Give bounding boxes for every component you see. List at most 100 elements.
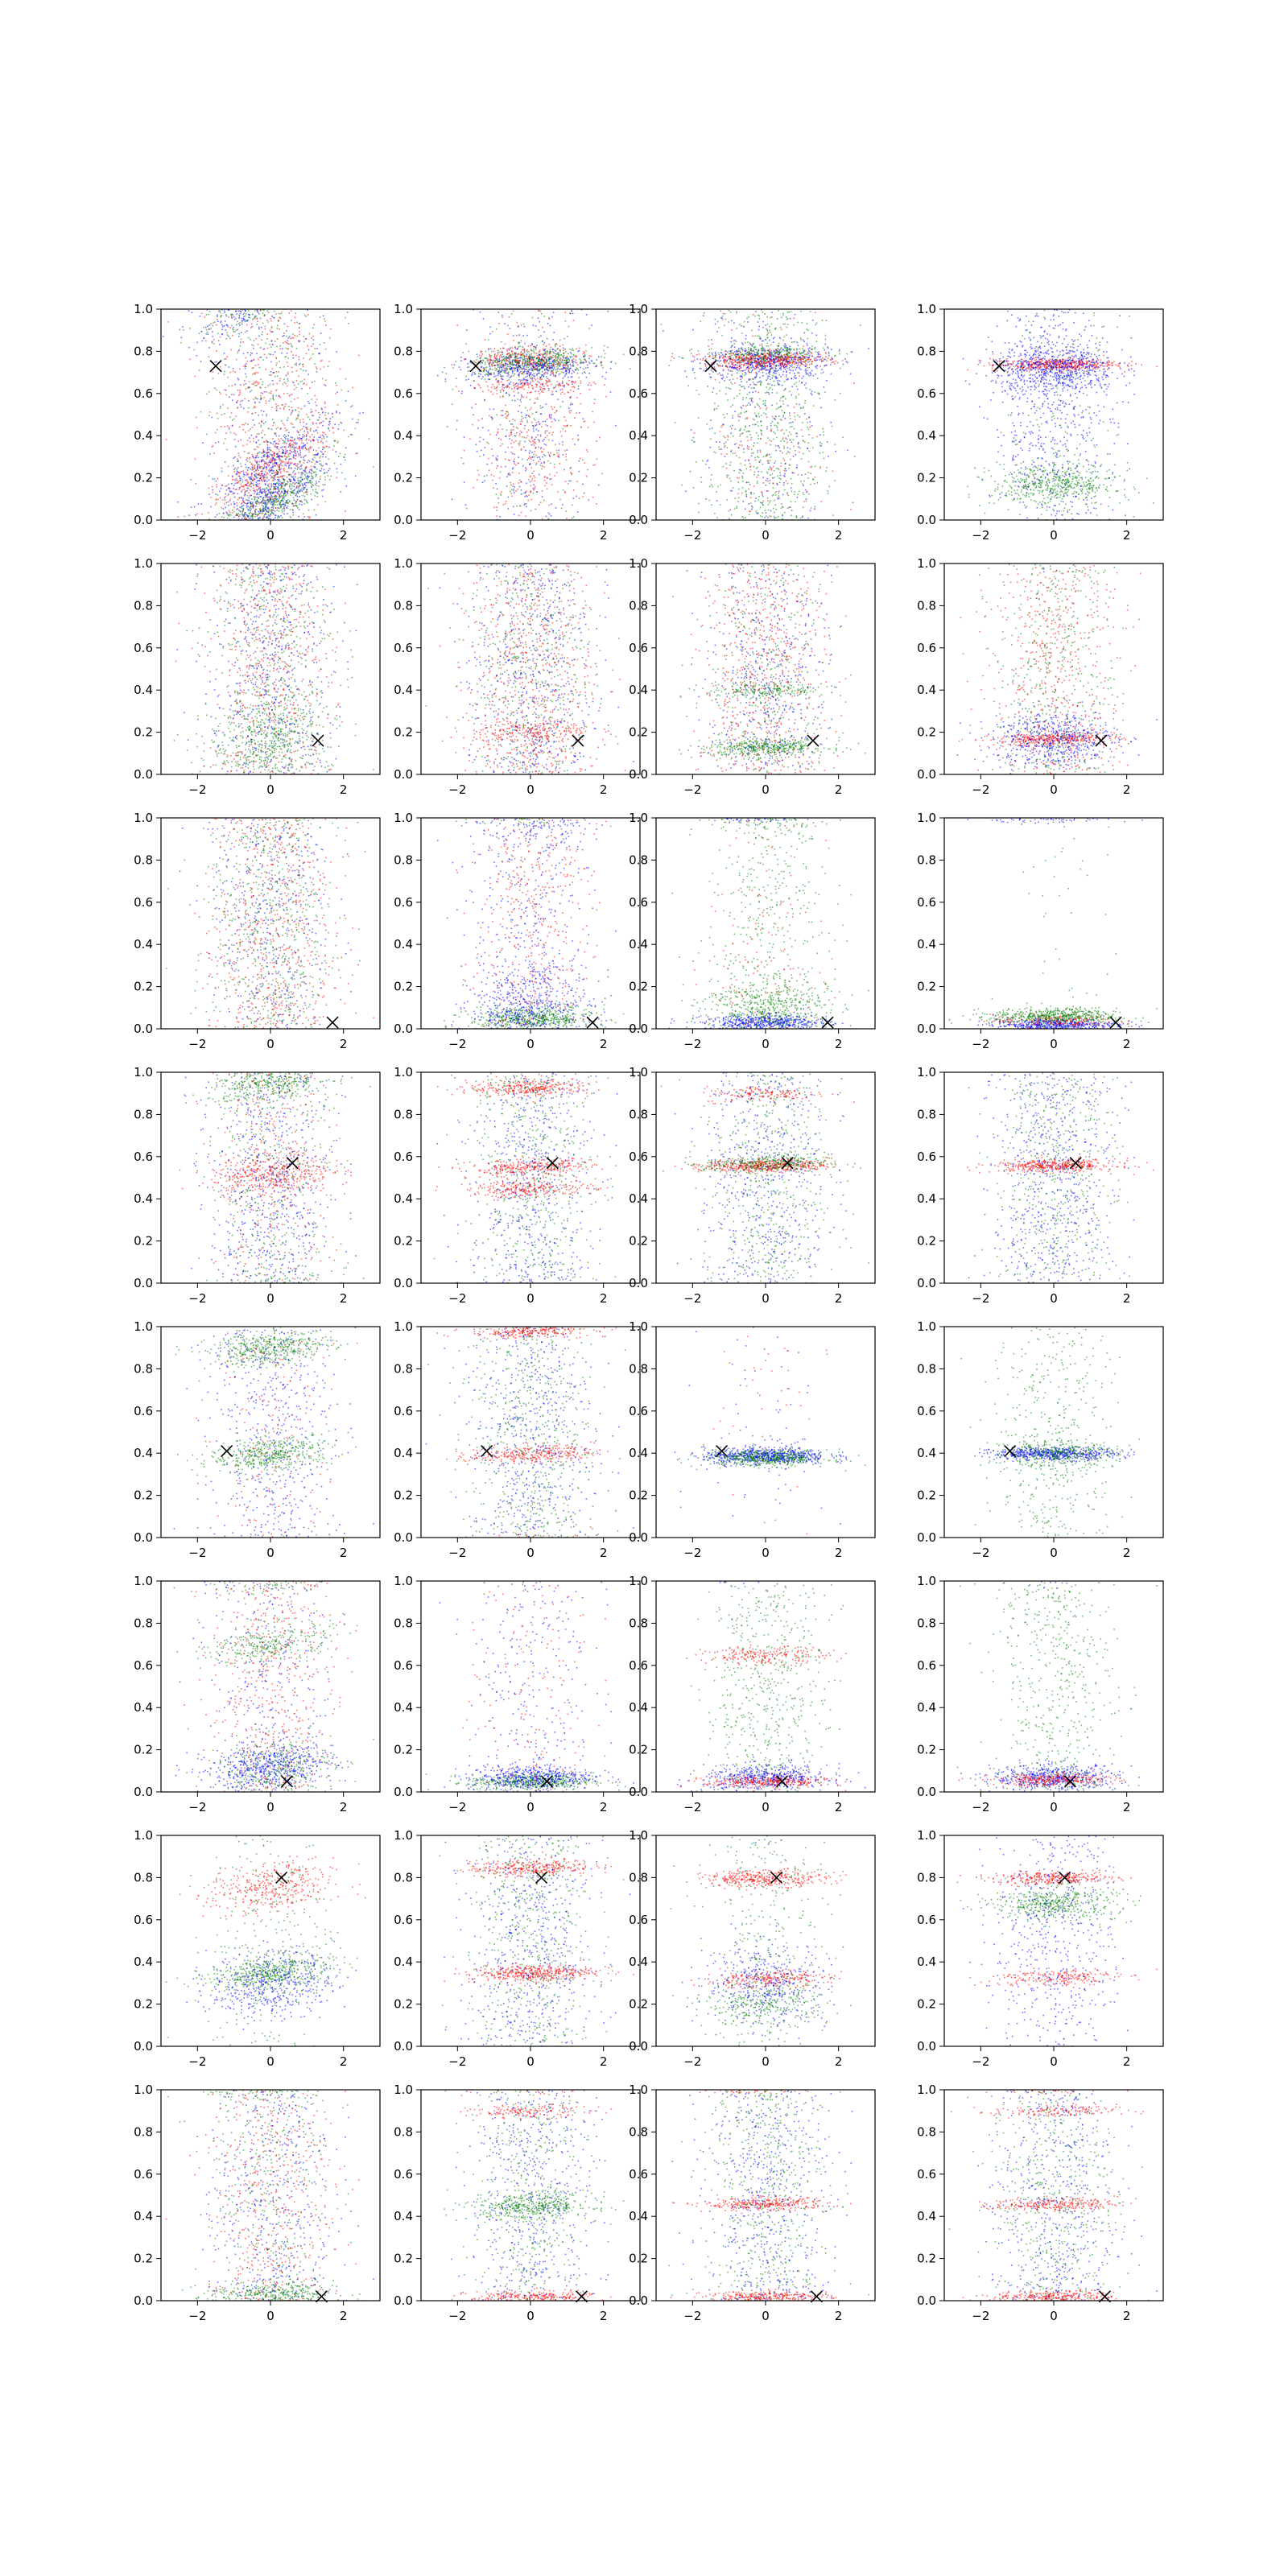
point-green <box>263 507 266 510</box>
point-red <box>213 339 215 341</box>
point-red <box>551 434 553 436</box>
point-blue <box>270 428 273 431</box>
point-red <box>269 383 271 386</box>
point-blue <box>297 437 299 439</box>
point-red <box>225 496 227 497</box>
point-red <box>309 516 311 518</box>
point-green <box>293 505 295 507</box>
point-red <box>489 433 491 436</box>
point-blue <box>497 380 499 382</box>
point-green <box>275 427 277 430</box>
point-green <box>568 359 570 361</box>
point-red <box>270 514 271 516</box>
point-green <box>547 360 550 362</box>
point-blue <box>487 371 489 373</box>
point-blue <box>242 507 245 510</box>
point-green <box>502 428 503 430</box>
point-green <box>373 466 374 468</box>
point-green <box>339 452 341 454</box>
point-blue <box>306 501 308 502</box>
point-blue <box>287 438 289 440</box>
point-blue <box>485 369 488 372</box>
point-green <box>279 501 281 503</box>
point-blue <box>568 371 571 373</box>
point-red <box>198 369 200 371</box>
point-red <box>494 353 496 355</box>
point-red <box>507 353 509 355</box>
point-red <box>278 438 279 440</box>
point-red <box>577 438 580 440</box>
point-blue <box>291 412 293 414</box>
point-blue <box>270 506 273 509</box>
point-blue <box>497 370 498 373</box>
point-red <box>271 461 273 463</box>
point-red <box>277 455 279 457</box>
point-red <box>528 494 530 496</box>
point-blue <box>520 411 522 414</box>
point-green <box>521 357 522 359</box>
point-green <box>508 352 510 354</box>
point-red <box>324 433 327 436</box>
point-green <box>320 455 322 457</box>
point-blue <box>553 418 555 420</box>
point-red <box>455 386 457 387</box>
point-blue <box>248 500 250 502</box>
point-red <box>270 497 272 499</box>
point-blue <box>549 362 551 365</box>
point-blue <box>451 498 453 501</box>
point-green <box>507 473 509 475</box>
point-green <box>309 481 311 482</box>
point-blue <box>284 464 287 466</box>
point-blue <box>252 419 254 421</box>
point-blue <box>264 479 266 481</box>
point-blue <box>280 464 282 466</box>
point-red <box>306 448 308 451</box>
point-blue <box>272 344 274 346</box>
point-red <box>534 361 535 364</box>
point-blue <box>503 369 505 372</box>
point-green <box>539 358 540 361</box>
point-blue <box>352 418 353 420</box>
point-red <box>596 440 598 442</box>
point-red <box>525 379 526 382</box>
point-red <box>564 430 567 432</box>
point-red <box>278 448 280 451</box>
point-red <box>539 362 541 365</box>
point-green <box>256 433 258 435</box>
point-red <box>291 440 293 441</box>
point-green <box>303 341 305 343</box>
point-red <box>534 368 536 370</box>
point-red <box>521 349 523 351</box>
point-red <box>560 435 563 437</box>
point-blue <box>304 482 306 484</box>
point-red <box>299 439 301 441</box>
point-green <box>289 509 291 510</box>
point-green <box>285 458 287 460</box>
point-blue <box>265 508 266 510</box>
point-green <box>295 502 297 504</box>
point-green <box>264 434 266 436</box>
point-green <box>566 424 568 427</box>
point-green <box>523 504 526 506</box>
point-red <box>212 491 214 493</box>
point-green <box>559 362 562 365</box>
point-green <box>289 486 291 488</box>
point-red <box>313 324 315 326</box>
point-blue <box>228 483 229 485</box>
point-green <box>276 510 278 511</box>
point-red <box>478 473 480 476</box>
point-red <box>244 502 246 505</box>
point-red <box>556 359 558 361</box>
point-green <box>296 469 299 470</box>
point-blue <box>539 364 541 365</box>
point-red <box>275 371 278 373</box>
point-blue <box>254 478 256 480</box>
point-red <box>270 469 273 471</box>
point-blue <box>270 483 272 485</box>
point-blue <box>268 489 270 491</box>
point-red <box>258 433 260 435</box>
point-green <box>549 462 551 464</box>
point-red <box>572 386 573 388</box>
point-blue <box>525 376 526 378</box>
point-blue <box>506 356 507 358</box>
